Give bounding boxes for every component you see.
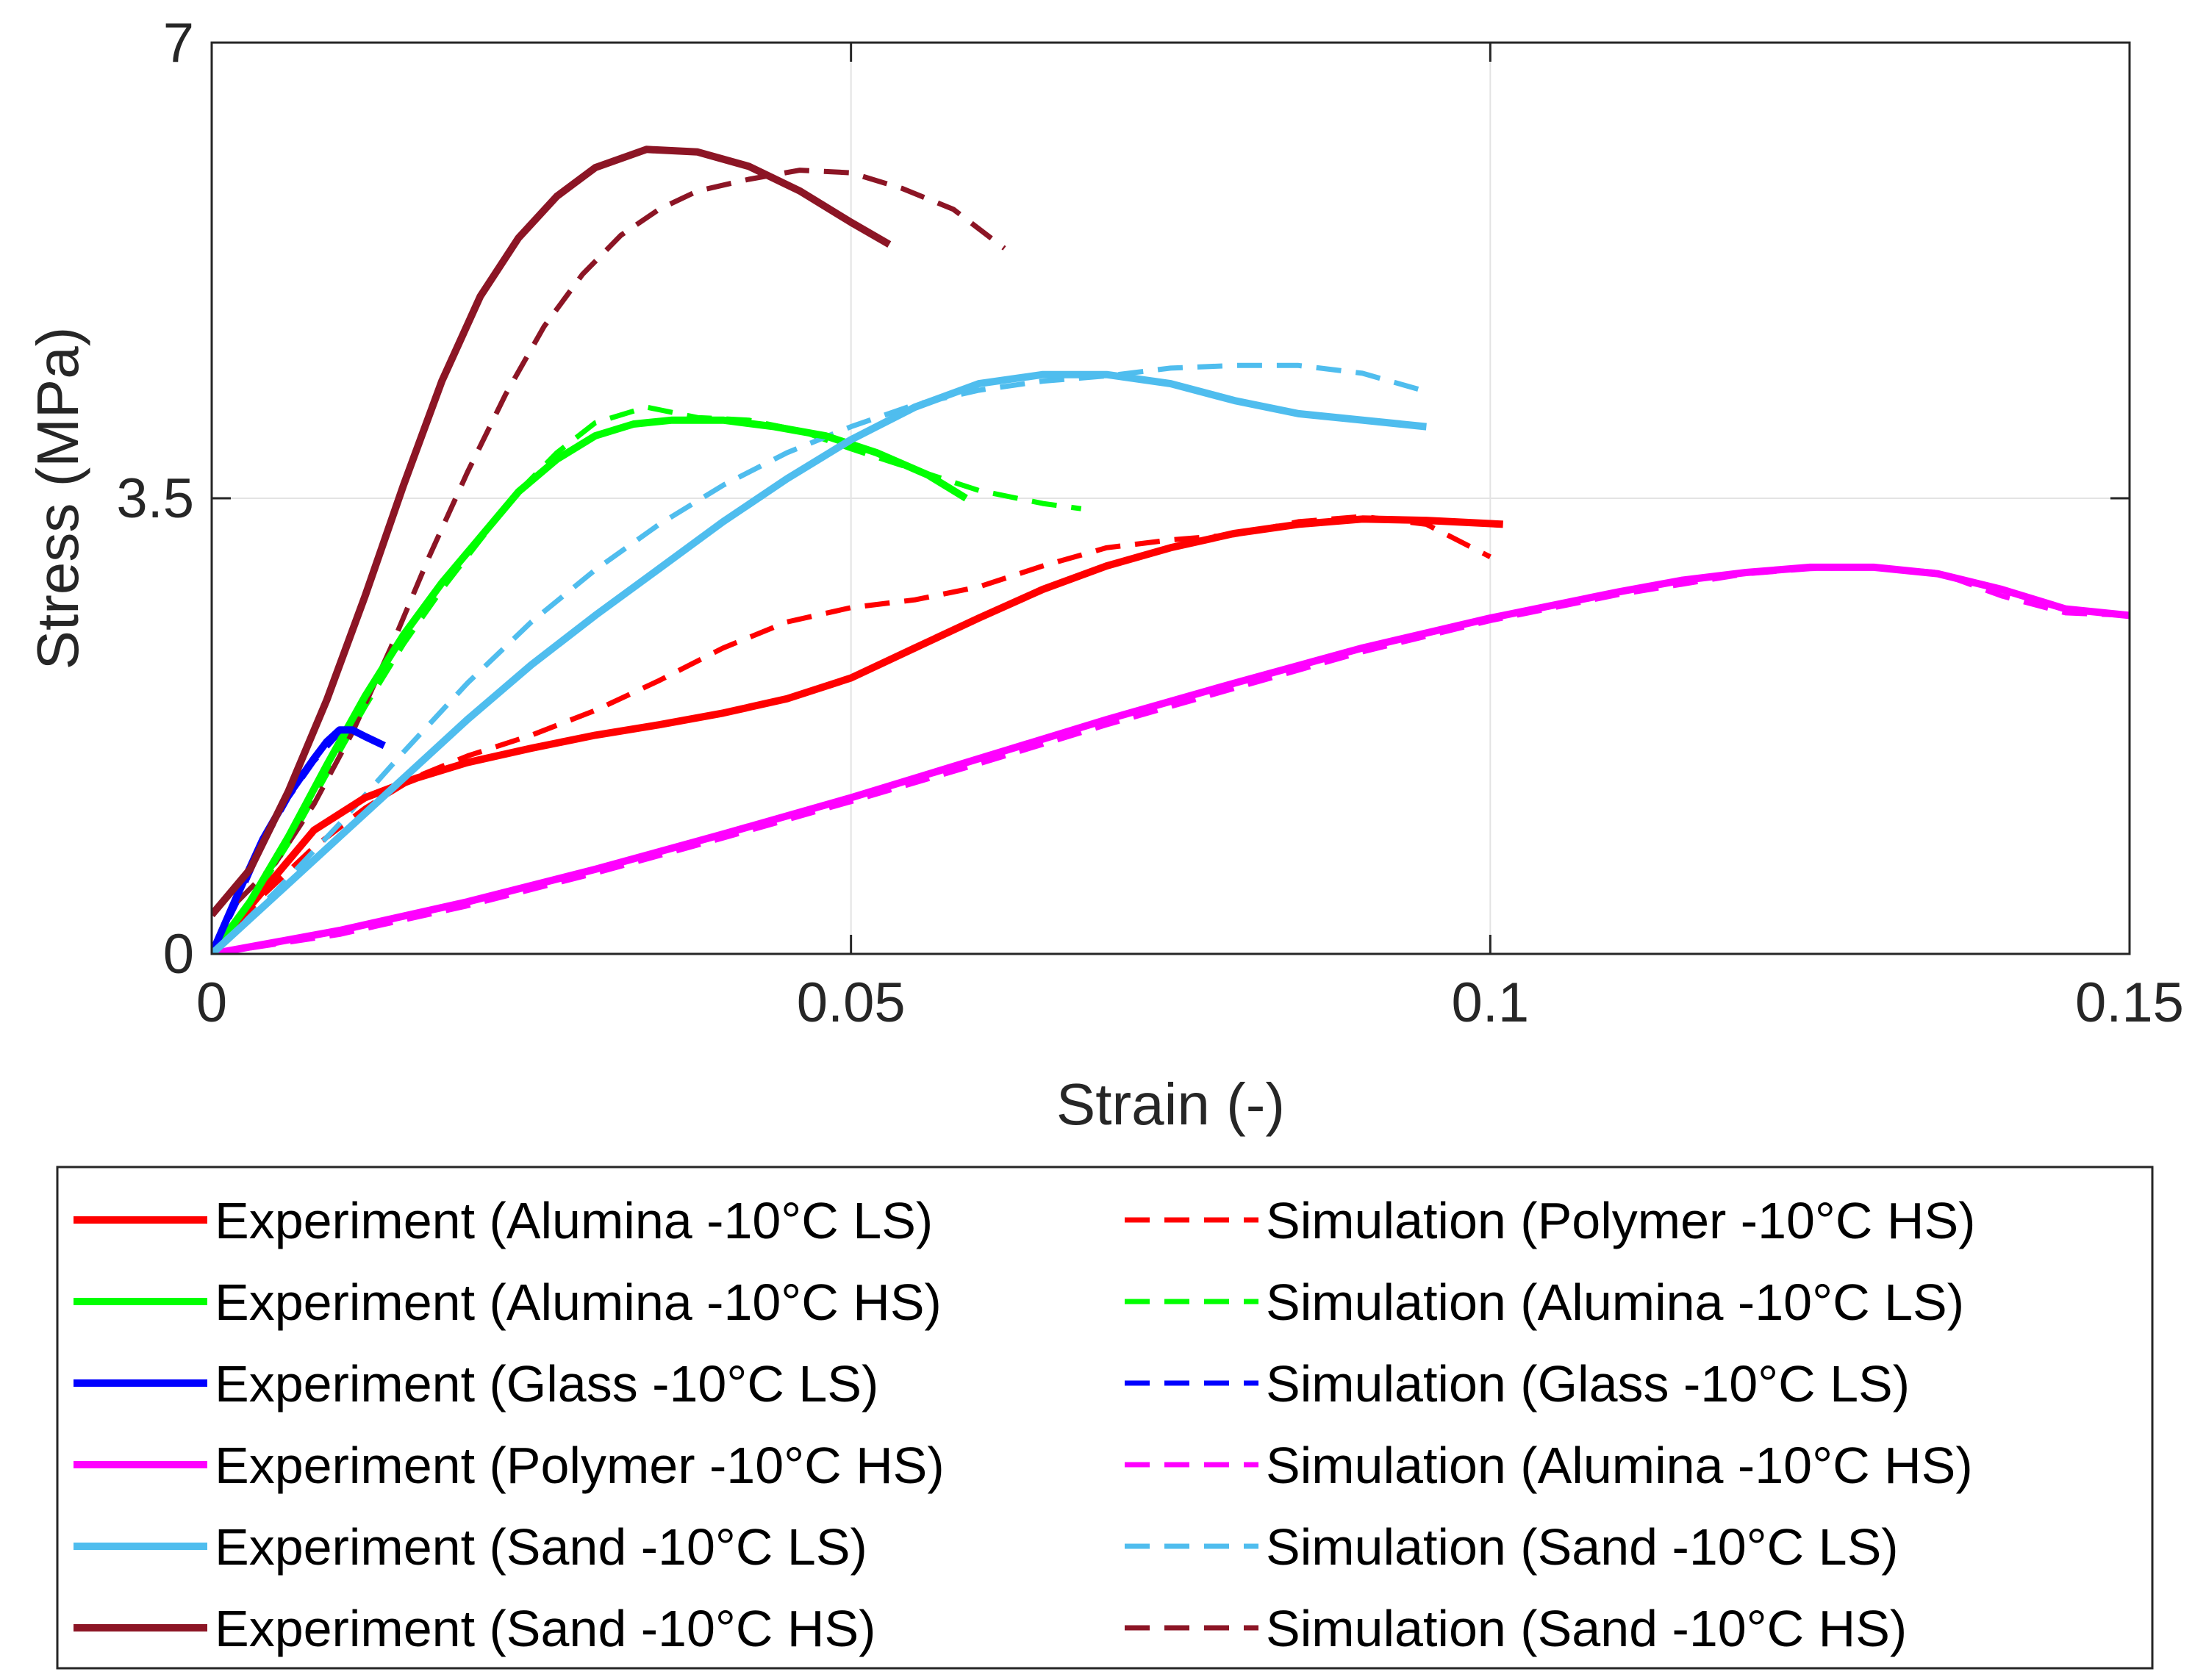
y-axis-label: Stress (MPa) [25,327,90,670]
legend-label-0: Experiment (Alumina -10°C LS) [215,1192,933,1249]
plot-area [212,146,2130,954]
legend-label-7: Simulation (Alumina -10°C LS) [1266,1274,1964,1331]
series-line-0 [212,515,1503,954]
legend-label-2: Experiment (Glass -10°C LS) [215,1355,878,1412]
x-axis-label: Strain (-) [1056,1071,1285,1137]
x-tick-label: 0.15 [2075,972,2184,1034]
y-tick-label: 3.5 [116,467,194,530]
legend-label-10: Simulation (Sand -10°C LS) [1266,1518,1899,1576]
x-tick-label: 0 [196,972,227,1034]
series-line-1 [212,416,968,954]
legend-label-4: Experiment (Sand -10°C LS) [215,1518,867,1576]
legend-label-3: Experiment (Polymer -10°C HS) [215,1437,945,1494]
y-tick-label: 7 [163,12,194,74]
series-lines [212,146,2130,954]
legend-label-1: Experiment (Alumina -10°C HS) [215,1274,942,1331]
legend-box [56,1166,2154,1670]
series-line-4 [212,370,1427,954]
legend-label-5: Experiment (Sand -10°C HS) [215,1600,875,1657]
legend: Experiment (Alumina -10°C LS) Experiment … [56,1166,2154,1670]
series-line-5 [212,146,892,918]
legend-label-9: Simulation (Alumina -10°C HS) [1266,1437,1973,1494]
legend-label-11: Simulation (Sand -10°C HS) [1266,1600,1907,1657]
series-line-10 [212,362,1428,954]
series-line-3 [212,563,2130,954]
legend-label-6: Simulation (Polymer -10°C HS) [1266,1192,1975,1249]
y-tick-label: 0 [163,923,194,986]
x-tick-label: 0.05 [797,972,906,1034]
legend-label-8: Simulation (Glass -10°C LS) [1266,1355,1910,1412]
axis-ticks: 0 0.05 0.1 0.15 0 3.5 7 [116,12,2184,1034]
x-tick-label: 0.1 [1452,972,1530,1034]
